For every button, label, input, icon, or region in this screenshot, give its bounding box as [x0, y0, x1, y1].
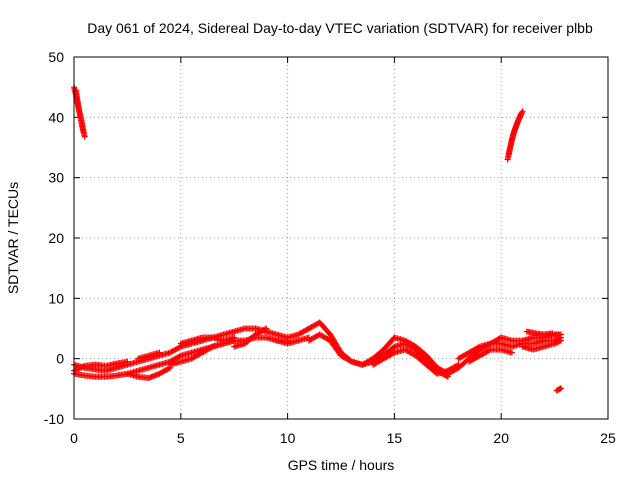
data-point — [263, 325, 270, 332]
y-tick-label: 40 — [48, 109, 64, 125]
y-tick-label: -10 — [44, 411, 64, 427]
y-axis-label: SDTVAR / TECUs — [5, 182, 21, 294]
data-point-interp — [556, 338, 563, 345]
data-points — [71, 84, 565, 394]
x-tick-label: 20 — [493, 430, 509, 446]
data-point — [549, 330, 556, 337]
data-point-interp — [176, 344, 183, 351]
data-point-interp — [165, 365, 172, 372]
data-point — [444, 373, 451, 380]
grid — [74, 57, 608, 419]
data-point-interp — [75, 365, 82, 372]
data-point — [518, 110, 525, 117]
data-point-interp — [261, 326, 268, 333]
data-point — [81, 133, 88, 140]
x-tick-label: 10 — [280, 430, 296, 446]
data-point — [231, 334, 238, 341]
data-point-interp — [454, 362, 461, 369]
x-tick-label: 0 — [70, 430, 78, 446]
data-point-interp — [556, 385, 563, 392]
x-axis-label: GPS time / hours — [288, 457, 395, 473]
data-point-interp — [72, 367, 79, 374]
x-tick-label: 5 — [177, 430, 185, 446]
y-tick-label: 0 — [56, 351, 64, 367]
y-tick-label: 10 — [48, 290, 64, 306]
data-point-interp — [347, 357, 354, 364]
data-point-interp — [76, 365, 83, 372]
data-point-interp — [475, 344, 482, 351]
data-point — [558, 385, 565, 392]
y-tick-label: 20 — [48, 230, 64, 246]
data-point-interp — [80, 363, 87, 370]
chart-title: Day 061 of 2024, Sidereal Day-to-day VTE… — [87, 20, 593, 36]
x-tick-label: 25 — [600, 430, 616, 446]
plot-frame — [73, 56, 609, 420]
data-point — [80, 129, 87, 136]
data-point — [156, 349, 163, 356]
data-point-interp — [390, 350, 397, 357]
tick-labels: 0 5 10 15 20 25 -10 0 10 20 30 40 50 — [44, 49, 616, 446]
data-point — [124, 358, 131, 365]
data-point-interp — [486, 347, 493, 354]
data-point-interp — [73, 366, 80, 373]
y-tick-label: 50 — [48, 49, 64, 65]
data-point — [455, 361, 462, 368]
y-tick-label: 30 — [48, 170, 64, 186]
data-point-interp — [79, 364, 86, 371]
data-point — [558, 337, 565, 344]
data-point-interp — [77, 364, 84, 371]
data-point-interp — [208, 344, 215, 351]
data-point — [508, 349, 515, 356]
x-tick-label: 15 — [387, 430, 403, 446]
data-point-interp — [176, 353, 183, 360]
